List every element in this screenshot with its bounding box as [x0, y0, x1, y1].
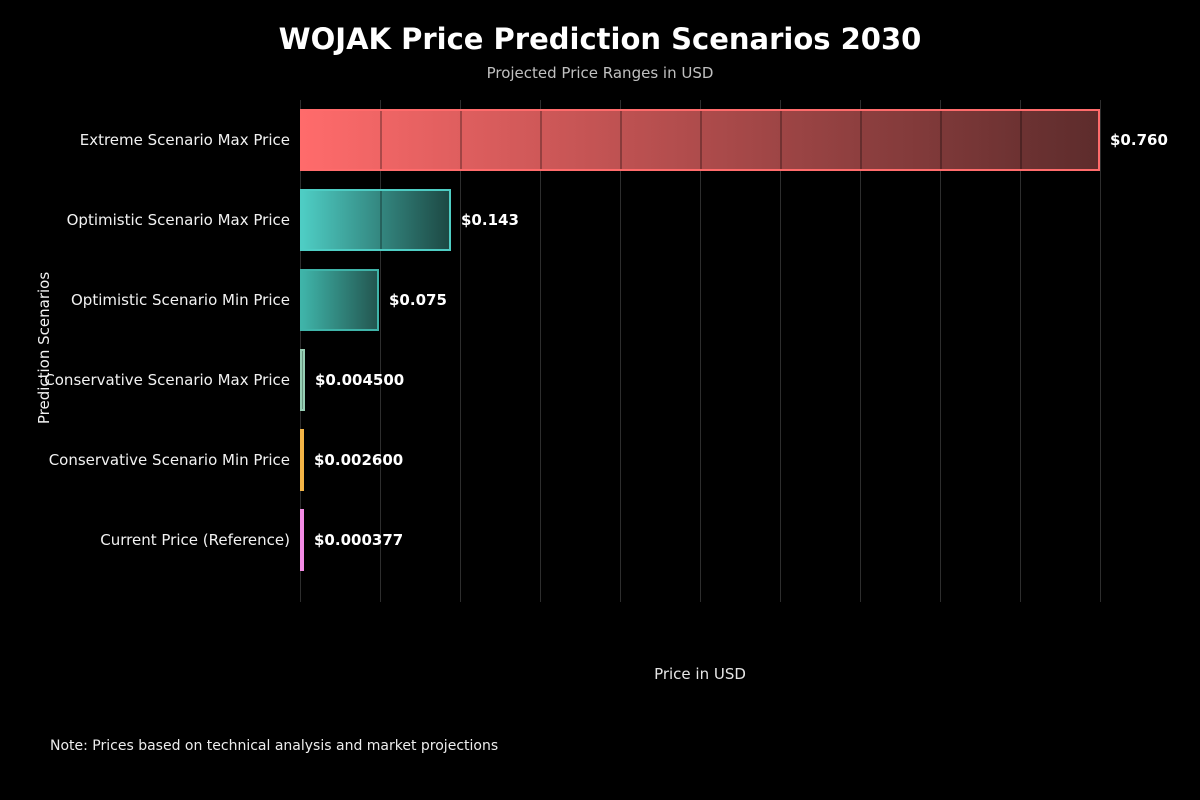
value-label: $0.760: [1110, 131, 1168, 149]
plot-area: $0.760 $0.143 $0.075 $0.004500 $0.002600 $0.0…: [300, 100, 1168, 602]
category-label: Conservative Scenario Min Price: [48, 451, 290, 469]
gridline: [1100, 100, 1101, 598]
bar-6: [300, 509, 304, 571]
gridline: [380, 100, 381, 598]
x-axis-label: Price in USD: [654, 665, 746, 683]
category-label: Conservative Scenario Max Price: [44, 371, 290, 389]
x-tick: [300, 598, 301, 602]
x-tick: [620, 598, 621, 602]
bar-4: [300, 349, 305, 411]
category-label: Current Price (Reference): [100, 531, 290, 549]
gridline: [460, 100, 461, 598]
category-label: Extreme Scenario Max Price: [79, 131, 290, 149]
chart-title: WOJAK Price Prediction Scenarios 2030: [278, 22, 922, 56]
value-label: $0.004500: [315, 371, 405, 389]
gridline: [860, 100, 861, 598]
value-label: $0.075: [389, 291, 447, 309]
category-label: Optimistic Scenario Max Price: [66, 211, 290, 229]
x-tick: [1100, 598, 1101, 602]
x-tick: [940, 598, 941, 602]
value-label: $0.143: [461, 211, 519, 229]
gridline: [780, 100, 781, 598]
bar-1: [300, 109, 1100, 171]
x-tick: [860, 598, 861, 602]
x-tick: [700, 598, 701, 602]
bar-3: [300, 269, 379, 331]
gridline: [700, 100, 701, 598]
x-tick: [540, 598, 541, 602]
x-tick: [460, 598, 461, 602]
x-tick: [380, 598, 381, 602]
gridline: [620, 100, 621, 598]
x-tick: [1020, 598, 1021, 602]
footnote: Note: Prices based on technical analysis…: [50, 738, 499, 754]
value-label: $0.000377: [314, 531, 404, 549]
bar-5: [300, 429, 304, 491]
x-tick: [780, 598, 781, 602]
gridline: [1020, 100, 1021, 598]
gridline: [940, 100, 941, 598]
gridline: [540, 100, 541, 598]
bar-2: [300, 189, 451, 251]
category-label: Optimistic Scenario Min Price: [71, 291, 290, 309]
value-label: $0.002600: [314, 451, 404, 469]
chart-subtitle: Projected Price Ranges in USD: [486, 64, 714, 82]
